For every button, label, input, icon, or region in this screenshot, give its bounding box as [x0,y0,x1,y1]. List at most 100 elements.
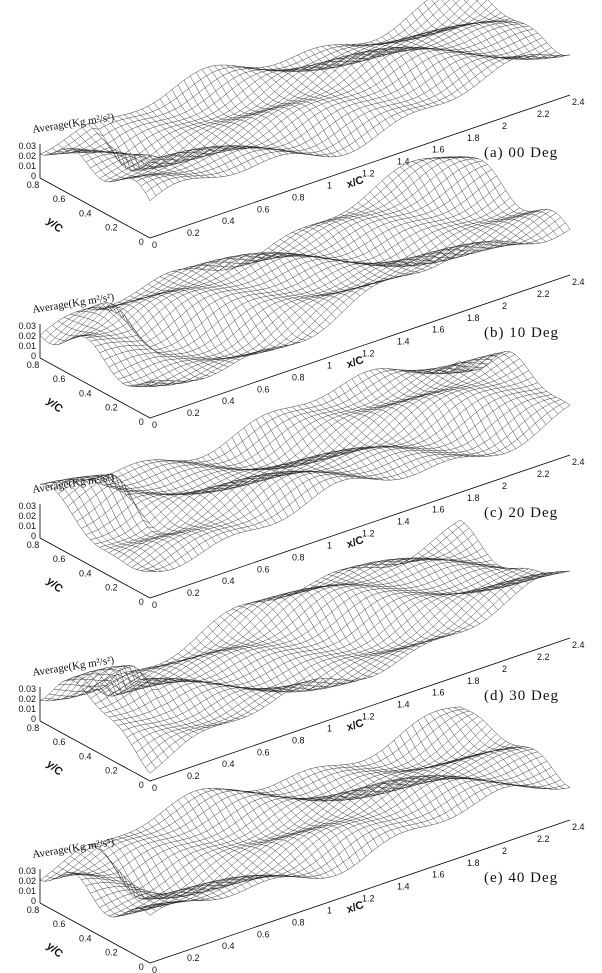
x-tick-label: 2 [502,664,507,674]
x-tick-label: 0 [152,965,157,973]
mesh-line [90,19,510,169]
x-tick-label: 2.4 [572,97,585,107]
mesh-line [90,197,510,343]
y-tick-label: 0.2 [105,583,118,593]
mesh-line [202,789,312,878]
x-tick-label: 0.2 [187,228,200,238]
y-tick-label: 0.2 [105,766,118,776]
surface-mesh [40,520,570,773]
x-tick-label: 0.8 [292,552,305,562]
mesh-line [136,830,246,893]
panel-label: (e) 40 Deg [484,870,558,886]
y-tick-label: 0.6 [53,374,66,384]
mesh-line [142,288,252,358]
mesh-line [45,0,465,155]
x-tick-label: 1.4 [397,517,410,527]
mesh-line [346,765,456,816]
mesh-line [63,366,483,500]
mesh-line [310,402,420,472]
mesh-line [113,570,533,721]
mesh-line [460,0,570,56]
panel: 00.20.40.60.811.21.41.61.822.22.40.80.60… [18,0,584,250]
x-axis [150,95,570,238]
figure: 00.20.40.60.811.21.41.61.822.22.40.80.60… [0,0,602,973]
mesh-line [148,666,258,711]
mesh-line [72,729,492,887]
mesh-line [454,353,564,409]
x-tick-label: 0 [152,420,157,430]
mesh-line [388,369,498,456]
x-tick-label: 0 [152,600,157,610]
z-tick-label: 0.03 [18,866,36,876]
x-tick-label: 2 [502,301,507,311]
z-tick-label: 0.03 [18,141,36,151]
z-tick-label: 0.03 [18,321,36,331]
x-axis-label: x/C [345,174,365,191]
mesh-line [118,675,228,723]
z-tick-label: 0.02 [18,876,36,886]
x-tick-label: 2 [502,481,507,491]
mesh-line [448,355,558,414]
panel-label: (a) 00 Deg [484,145,558,161]
panel: 00.20.40.60.811.21.41.61.822.22.40.80.60… [18,707,584,973]
x-tick-label: 0.4 [222,396,235,406]
x-axis [150,455,570,598]
y-tick-label: 0.8 [27,180,40,190]
x-tick-label: 1.2 [362,349,375,359]
x-tick-label: 2.4 [572,640,585,650]
x-tick-label: 2.4 [572,822,585,832]
y-tick-label: 0.2 [105,403,118,413]
z-axis-label: Average(Kg m²/s²) [32,836,116,861]
mesh-line [124,468,234,535]
x-tick-label: 0.8 [292,917,305,927]
mesh-line [268,413,378,479]
mesh-line [448,157,558,237]
z-tick-label: 0.02 [18,694,36,704]
mesh-line [124,297,234,363]
y-axis-label: y/C [44,575,65,595]
mesh-line [123,388,543,562]
x-tick-label: 1.6 [432,145,445,155]
mesh-line [123,573,543,731]
mesh-line [95,203,515,347]
x-axis [150,820,570,963]
mesh-line [45,523,465,699]
y-tick-label: 0.6 [53,554,66,564]
x-tick-label: 1.4 [397,337,410,347]
mesh-line [63,548,483,695]
mesh-line [226,612,336,689]
mesh-line [82,307,192,382]
x-axis-label: x/C [345,899,365,916]
x-tick-label: 2.2 [537,469,550,479]
mesh-line [406,164,516,247]
mesh-line [376,559,486,619]
mesh-line [86,191,506,339]
panel-label: (b) 10 Deg [484,325,559,341]
mesh-line [412,369,522,445]
x-tick-label: 1.4 [397,882,410,892]
y-axis-label: y/C [44,940,65,960]
x-tick-label: 1 [327,540,332,550]
mesh-line [196,262,306,340]
mesh-line [154,663,264,707]
x-tick-label: 0.6 [257,384,270,394]
x-tick-label: 0.2 [187,953,200,963]
mesh-line [304,585,414,650]
x-tick-label: 0.4 [222,576,235,586]
mesh-line [232,65,342,155]
x-tick-label: 1.2 [362,894,375,904]
y-tick-label: 0.4 [79,751,92,761]
mesh-line [63,161,483,343]
mesh-line [54,713,474,879]
z-tick-label: 0 [31,714,36,724]
y-tick-label: 0.4 [79,208,92,218]
mesh-line [118,383,538,559]
mesh-line [136,463,246,531]
x-axis [150,275,570,418]
y-tick-label: 0.2 [105,223,118,233]
z-tick-label: 0 [31,896,36,906]
surface-mesh [40,351,570,571]
mesh-line [86,566,506,693]
mesh-line [64,669,174,752]
mesh-line [412,161,522,244]
